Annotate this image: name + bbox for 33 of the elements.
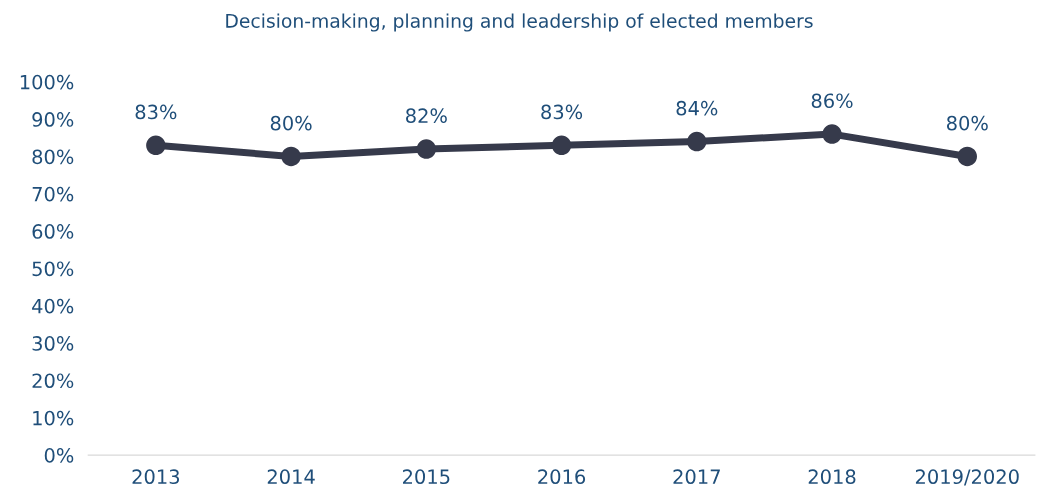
x-tick-label: 2015 [403, 469, 450, 485]
data-label: 84% [676, 100, 718, 116]
data-label: 83% [135, 104, 177, 120]
data-label: 86% [811, 93, 853, 109]
y-tick-label: 30% [32, 336, 74, 351]
x-tick-label: 2019/2020 [915, 469, 1019, 486]
chart-title: Decision-making, planning and leadership of elected members [226, 13, 813, 32]
point [957, 146, 977, 167]
y-tick-label: 80% [32, 149, 74, 165]
y-tick-label: 10% [33, 410, 74, 426]
point [822, 124, 842, 144]
y-tick-label: 60% [32, 224, 74, 239]
x-tick-label: 2016 [538, 469, 586, 485]
point [687, 131, 707, 152]
y-tick-label: 70% [32, 186, 74, 202]
data-label: 83% [541, 104, 583, 120]
x-tick-label: 2013 [132, 469, 180, 485]
point [416, 139, 437, 159]
x-tick-label: 2017 [673, 469, 720, 485]
y-tick-label: 40% [32, 298, 74, 314]
y-tick-label: 50% [32, 261, 74, 277]
x-tick-label: 2018 [808, 469, 856, 485]
y-tick-label: 0% [44, 448, 74, 463]
point [281, 146, 301, 167]
x-tick-label: 2014 [267, 469, 315, 485]
data-label: 80% [946, 115, 988, 131]
data-label: 80% [270, 115, 312, 131]
y-tick-label: 90% [32, 112, 74, 127]
y-tick-label: 100% [20, 74, 74, 90]
y-tick-label: 20% [32, 373, 74, 389]
data-label: 82% [406, 108, 447, 124]
point [551, 135, 572, 156]
point [146, 135, 166, 156]
